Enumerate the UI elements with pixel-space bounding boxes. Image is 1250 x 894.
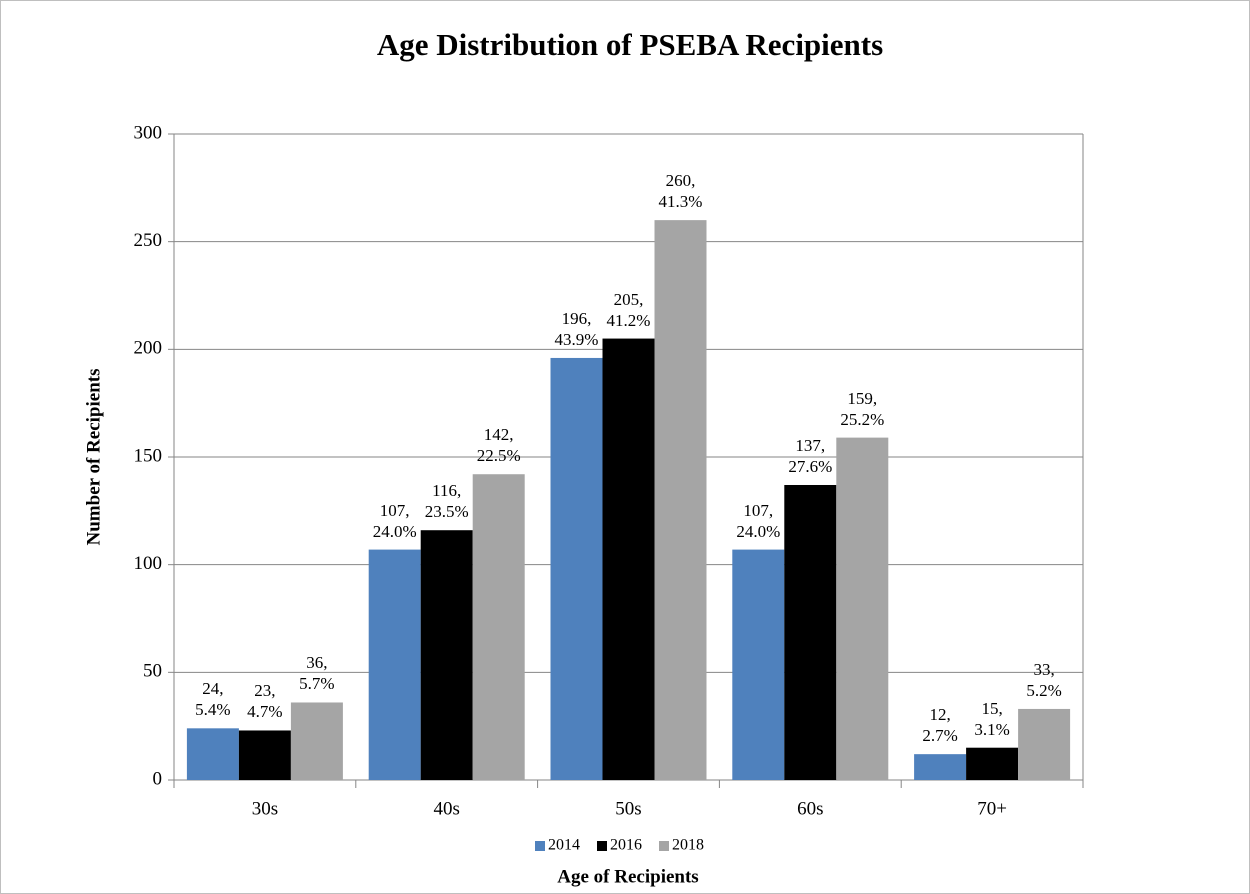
- bar: [602, 338, 655, 780]
- legend-label: 2014: [548, 837, 580, 854]
- x-tick-label: 40s: [433, 798, 459, 819]
- data-label: 137, 27.6%: [788, 435, 833, 476]
- bar: [550, 357, 603, 780]
- bar: [836, 437, 889, 780]
- legend-swatch: [597, 841, 607, 851]
- y-tick-label: 50: [143, 661, 162, 682]
- data-label: 116, 23.5%: [424, 481, 469, 522]
- chart-title: Age Distribution of PSEBA Recipients: [377, 27, 883, 62]
- y-tick-label: 250: [134, 230, 163, 251]
- y-tick-label: 200: [134, 338, 163, 359]
- data-label: 196, 43.9%: [554, 308, 599, 349]
- y-axis-label: Number of Recipients: [83, 369, 104, 546]
- bar: [914, 754, 967, 780]
- bar: [472, 474, 525, 780]
- data-label: 15, 3.1%: [974, 698, 1010, 739]
- bar: [732, 549, 785, 780]
- x-tick-label: 50s: [615, 798, 641, 819]
- data-label: 36, 5.7%: [299, 653, 335, 694]
- x-tick-label: 70+: [977, 798, 1007, 819]
- y-tick-label: 300: [134, 122, 163, 143]
- y-tick-label: 0: [153, 768, 163, 789]
- bar: [368, 549, 421, 780]
- legend-swatch: [535, 841, 545, 851]
- x-tick-label: 30s: [252, 798, 278, 819]
- data-label: 33, 5.2%: [1026, 659, 1062, 700]
- bar: [290, 702, 343, 780]
- x-tick-label: 60s: [797, 798, 823, 819]
- bar: [784, 484, 837, 780]
- data-label: 23, 4.7%: [247, 681, 283, 722]
- data-label: 260, 41.3%: [658, 171, 703, 212]
- legend-swatch: [659, 841, 669, 851]
- bar: [966, 747, 1019, 780]
- data-label: 159, 25.2%: [840, 388, 885, 429]
- bar: [186, 728, 239, 780]
- legend-label: 2018: [672, 837, 704, 854]
- y-tick-label: 100: [134, 553, 163, 574]
- data-label: 107, 24.0%: [736, 500, 781, 541]
- legend-label: 2016: [610, 837, 642, 854]
- bar: [420, 530, 473, 780]
- data-label: 107, 24.0%: [372, 500, 417, 541]
- data-label: 12, 2.7%: [922, 705, 958, 746]
- bar: [1018, 708, 1071, 780]
- bar: [654, 220, 707, 781]
- x-axis-label: Age of Recipients: [557, 866, 698, 887]
- y-tick-label: 150: [134, 445, 163, 466]
- bar: [238, 730, 291, 780]
- data-label: 24, 5.4%: [195, 679, 231, 720]
- data-label: 142, 22.5%: [476, 425, 521, 466]
- data-label: 205, 41.2%: [606, 289, 651, 330]
